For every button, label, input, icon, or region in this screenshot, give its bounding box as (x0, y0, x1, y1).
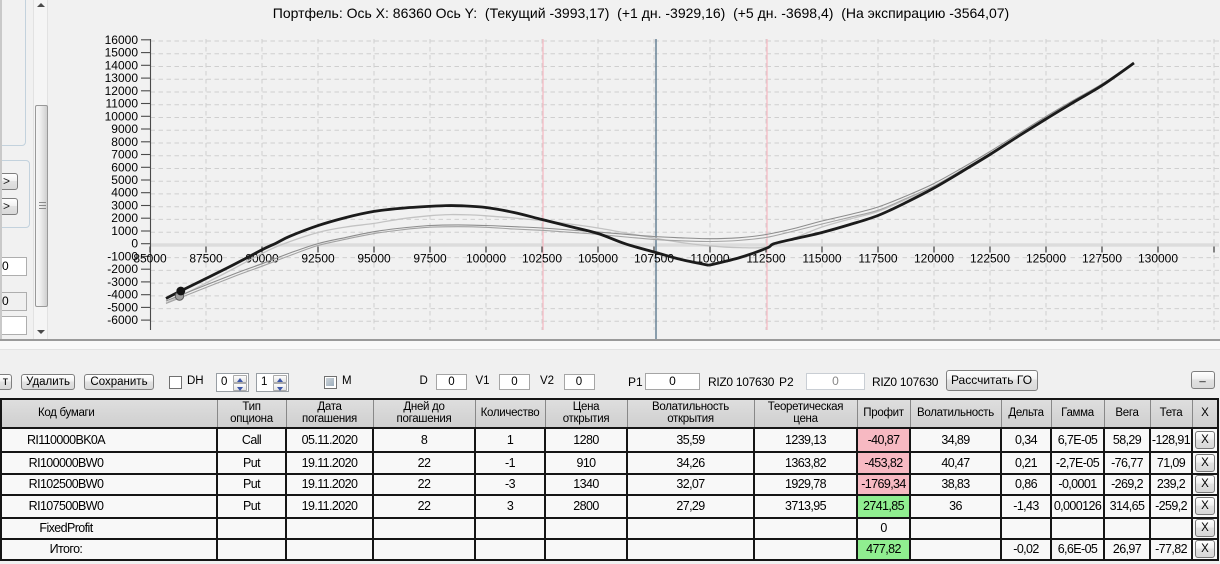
svg-text:5000: 5000 (111, 173, 138, 187)
svg-text:115000: 115000 (802, 252, 841, 266)
svg-text:1000: 1000 (111, 224, 138, 238)
svg-text:4000: 4000 (111, 186, 138, 200)
svg-text:10000: 10000 (105, 109, 139, 123)
svg-text:95000: 95000 (357, 252, 391, 266)
svg-text:6000: 6000 (111, 160, 138, 174)
svg-text:15000: 15000 (105, 46, 139, 60)
svg-text:122500: 122500 (970, 252, 1010, 266)
svg-text:12000: 12000 (105, 84, 139, 98)
svg-text:130000: 130000 (1138, 252, 1178, 266)
svg-text:100000: 100000 (466, 252, 506, 266)
svg-text:125000: 125000 (1026, 252, 1066, 266)
svg-text:9000: 9000 (111, 122, 138, 136)
svg-text:102500: 102500 (522, 252, 562, 266)
svg-text:-6000: -6000 (107, 313, 138, 327)
svg-text:0: 0 (131, 237, 138, 251)
svg-text:92500: 92500 (301, 252, 335, 266)
svg-text:16000: 16000 (105, 33, 139, 47)
svg-text:-1000: -1000 (107, 249, 138, 263)
svg-text:2000: 2000 (111, 211, 138, 225)
svg-text:120000: 120000 (914, 252, 954, 266)
svg-text:14000: 14000 (105, 58, 139, 72)
svg-text:-5000: -5000 (107, 300, 138, 314)
svg-text:-3000: -3000 (107, 275, 138, 289)
svg-text:85000: 85000 (133, 252, 167, 266)
svg-text:112500: 112500 (746, 252, 785, 266)
svg-text:107500: 107500 (634, 252, 674, 266)
svg-text:7000: 7000 (111, 148, 138, 162)
svg-text:117500: 117500 (858, 252, 897, 266)
svg-text:3000: 3000 (111, 199, 138, 213)
svg-text:-2000: -2000 (107, 262, 138, 276)
svg-text:127500: 127500 (1082, 252, 1122, 266)
svg-text:-4000: -4000 (107, 288, 138, 302)
svg-text:11000: 11000 (106, 97, 139, 111)
svg-text:87500: 87500 (189, 252, 223, 266)
svg-text:105000: 105000 (578, 252, 618, 266)
svg-text:8000: 8000 (111, 135, 138, 149)
svg-text:13000: 13000 (105, 71, 139, 85)
svg-text:97500: 97500 (413, 252, 447, 266)
